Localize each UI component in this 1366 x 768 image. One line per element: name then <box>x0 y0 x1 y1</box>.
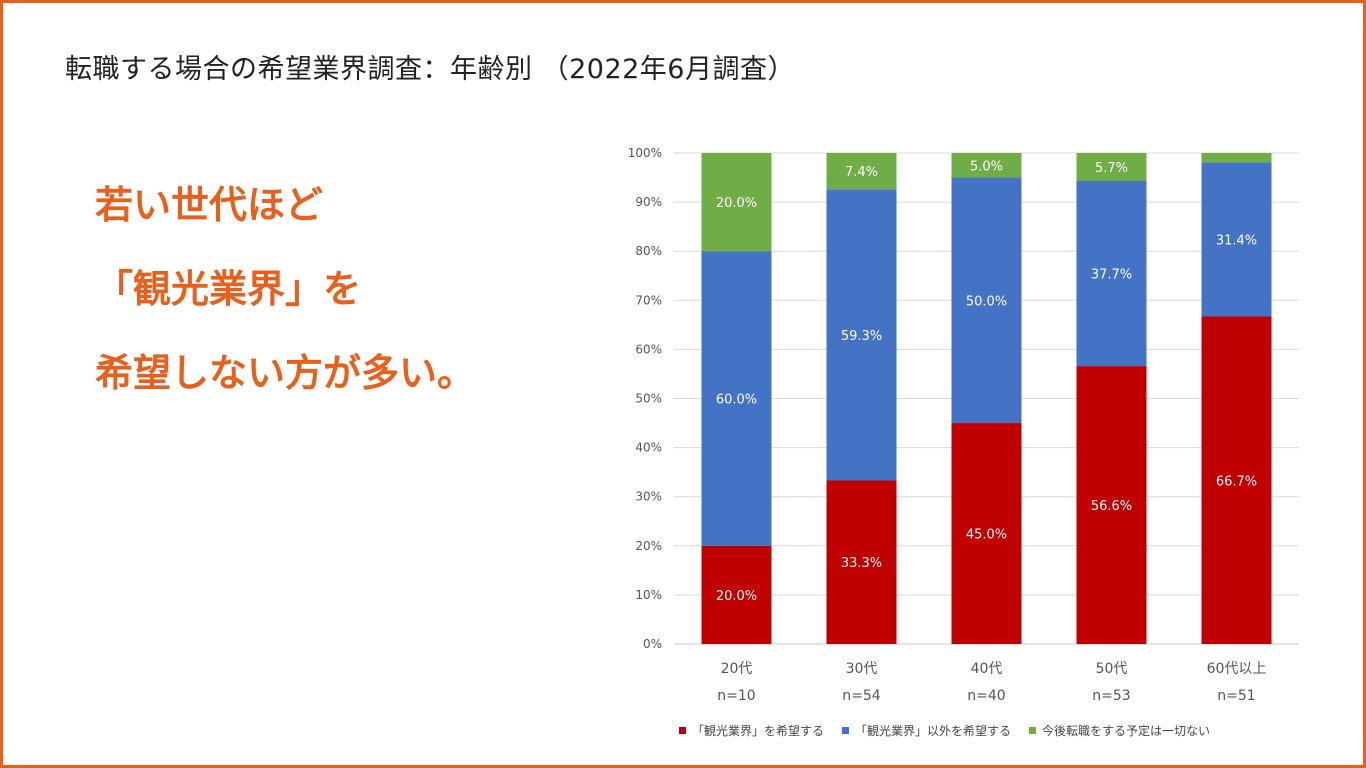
sample-size-label: n=53 <box>1092 688 1130 704</box>
data-label: 56.6% <box>1091 499 1132 514</box>
bar-segment-no-plan <box>1201 153 1272 163</box>
bar-segment-tourism <box>951 423 1022 644</box>
data-label: 50.0% <box>966 294 1007 309</box>
legend-swatch-other-industry <box>842 727 850 734</box>
bar-segment-no-plan <box>951 153 1022 178</box>
slide-title: 転職する場合の希望業界調査：年齢別 （2022年6月調査） <box>65 54 795 85</box>
key-message: 若い世代ほど 「観光業界」を 希望しない方が多い。 <box>95 163 475 415</box>
y-tick-label: 10% <box>635 588 662 602</box>
y-tick-label: 100% <box>628 146 662 160</box>
bar-segment-tourism <box>701 545 772 644</box>
data-label: 20.0% <box>716 589 757 604</box>
data-label: 59.3% <box>841 329 882 344</box>
y-tick-label: 80% <box>635 244 662 258</box>
bar-segment-other-industry <box>826 189 897 481</box>
message-line-3: 希望しない方が多い。 <box>95 351 476 395</box>
sample-size-label: n=40 <box>967 688 1005 704</box>
y-tick-label: 60% <box>635 342 662 356</box>
data-label: 45.0% <box>966 528 1007 543</box>
bar-segment-other-industry <box>1076 180 1147 367</box>
y-tick-label: 20% <box>635 539 662 553</box>
data-label: 20.0% <box>716 196 757 211</box>
bar-segment-other-industry <box>701 251 772 546</box>
legend-item-no-plan: 今後転職をする予定は一切ない <box>1029 722 1210 739</box>
legend-label-tourism: 「観光業界」を希望する <box>692 724 825 738</box>
bar-segment-no-plan <box>1076 153 1147 181</box>
stacked-bar-chart: 0% 10% 20% 30% 40% 50% 60% 70% 80% 90% 100% 20.0% 60… <box>628 146 1299 704</box>
y-tick-label: 30% <box>635 490 662 504</box>
legend-item-other-industry: 「観光業界」以外を希望する <box>842 722 1011 739</box>
sample-size-label: n=51 <box>1217 688 1255 704</box>
chart-legend: 「観光業界」を希望する 「観光業界」以外を希望する 今後転職をする予定は一切ない <box>679 722 1210 739</box>
data-label: 5.0% <box>970 159 1003 174</box>
y-tick-label: 0% <box>643 637 662 651</box>
data-label: 31.4% <box>1216 233 1257 248</box>
data-label: 66.7% <box>1216 474 1257 489</box>
x-tick-label: 30代 <box>846 661 878 677</box>
legend-swatch-no-plan <box>1029 727 1037 734</box>
bar-segment-tourism <box>1201 316 1272 644</box>
bar-segment-no-plan <box>826 153 897 190</box>
sample-size-label: n=54 <box>842 688 881 704</box>
data-label: 37.7% <box>1091 268 1132 283</box>
legend-item-tourism: 「観光業界」を希望する <box>679 722 824 739</box>
x-tick-label: 40代 <box>971 661 1003 677</box>
data-label: 7.4% <box>845 165 878 180</box>
data-label: 33.3% <box>841 556 882 571</box>
data-label: 60.0% <box>716 393 757 408</box>
bar-segment-other-industry <box>1201 162 1272 317</box>
message-line-2: 「観光業界」を <box>95 267 362 311</box>
y-tick-label: 90% <box>635 195 662 209</box>
legend-swatch-tourism <box>679 727 686 734</box>
x-tick-label: 60代以上 <box>1207 661 1267 677</box>
y-tick-label: 70% <box>635 293 662 307</box>
x-tick-label: 50代 <box>1096 661 1128 677</box>
data-label: 5.7% <box>1095 161 1128 176</box>
legend-label-other-industry: 「観光業界」以外を希望する <box>855 724 1012 738</box>
bar-segment-other-industry <box>951 177 1022 424</box>
bar-segment-tourism <box>826 480 897 644</box>
y-tick-label: 50% <box>635 392 662 406</box>
bar-segment-tourism <box>1076 366 1147 644</box>
y-tick-label: 40% <box>635 441 662 455</box>
sample-size-label: n=10 <box>717 688 755 704</box>
bar-segment-no-plan <box>701 153 772 252</box>
legend-label-no-plan: 今後転職をする予定は一切ない <box>1042 724 1211 738</box>
message-line-1: 若い世代ほど <box>95 183 324 227</box>
x-tick-label: 20代 <box>721 661 753 677</box>
